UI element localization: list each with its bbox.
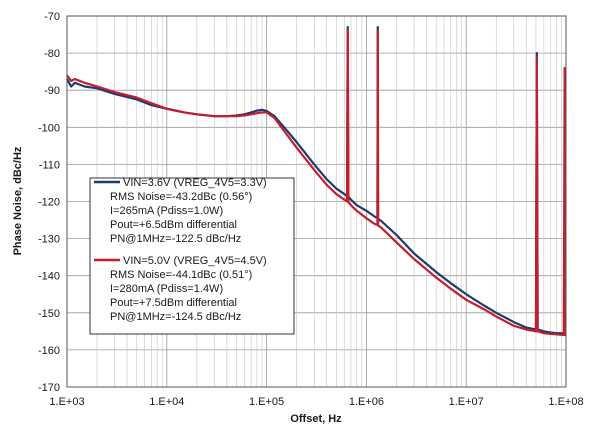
legend-line: VIN=5.0V (VREG_4V5=4.5V) <box>123 255 267 267</box>
series-lines <box>66 26 567 337</box>
legend-line: PN@1MHz=-124.5 dBc/Hz <box>110 311 241 323</box>
y-tick-label: -70 <box>44 11 60 23</box>
plot-frame <box>66 15 567 388</box>
x-axis-title: Offset, Hz <box>290 413 342 425</box>
x-tick-label: 1.E+04 <box>149 396 184 408</box>
y-tick-label: -140 <box>38 271 60 283</box>
y-tick-label: -100 <box>38 122 60 134</box>
y-tick-label: -80 <box>44 48 60 60</box>
y-axis-title: Phase Noise, dBc/Hz <box>12 146 24 255</box>
legend-line: Pout=+6.5dBm differential <box>110 219 237 231</box>
legend-line: VIN=3.6V (VREG_4V5=3.3V) <box>123 177 267 189</box>
y-tick-label: -90 <box>44 85 60 97</box>
x-tick-label: 1.E+08 <box>548 396 583 408</box>
legend-line: Pout=+7.5dBm differential <box>110 297 237 309</box>
legend-line: RMS Noise=-44.1dBc (0.51°) <box>110 269 252 281</box>
legend-line: I=265mA (Pdiss=1.0W) <box>110 205 223 217</box>
legend-line: PN@1MHz=-122.5 dBc/Hz <box>110 233 241 245</box>
legend-line: RMS Noise=-43.2dBc (0.56°) <box>110 191 252 203</box>
y-tick-label: -120 <box>38 197 60 209</box>
series-line-2 <box>66 29 567 337</box>
x-tick-label: 1.E+05 <box>249 396 284 408</box>
y-axis-ticks: -70 -80 -90 -100 -110 -120 -130 -140 -150 -160 -17… <box>38 11 60 394</box>
y-tick-label: -160 <box>38 345 60 357</box>
x-tick-label: 1.E+03 <box>49 396 84 408</box>
x-axis-ticks: 1.E+03 1.E+04 1.E+05 1.E+06 1.E+07 1.E+08 <box>49 396 583 408</box>
legend-box <box>89 177 295 335</box>
y-tick-label: -110 <box>39 159 60 171</box>
y-tick-label: -150 <box>38 308 60 320</box>
legend: VIN=3.6V (VREG_4V5=3.3V) RMS Noise=-43.2d… <box>89 177 295 335</box>
x-tick-label: 1.E+06 <box>349 396 384 408</box>
y-tick-label: -170 <box>38 382 60 394</box>
y-tick-label: -130 <box>38 234 60 246</box>
x-tick-label: 1.E+07 <box>449 396 484 408</box>
legend-line: I=280mA (Pdiss=1.4W) <box>110 283 223 295</box>
